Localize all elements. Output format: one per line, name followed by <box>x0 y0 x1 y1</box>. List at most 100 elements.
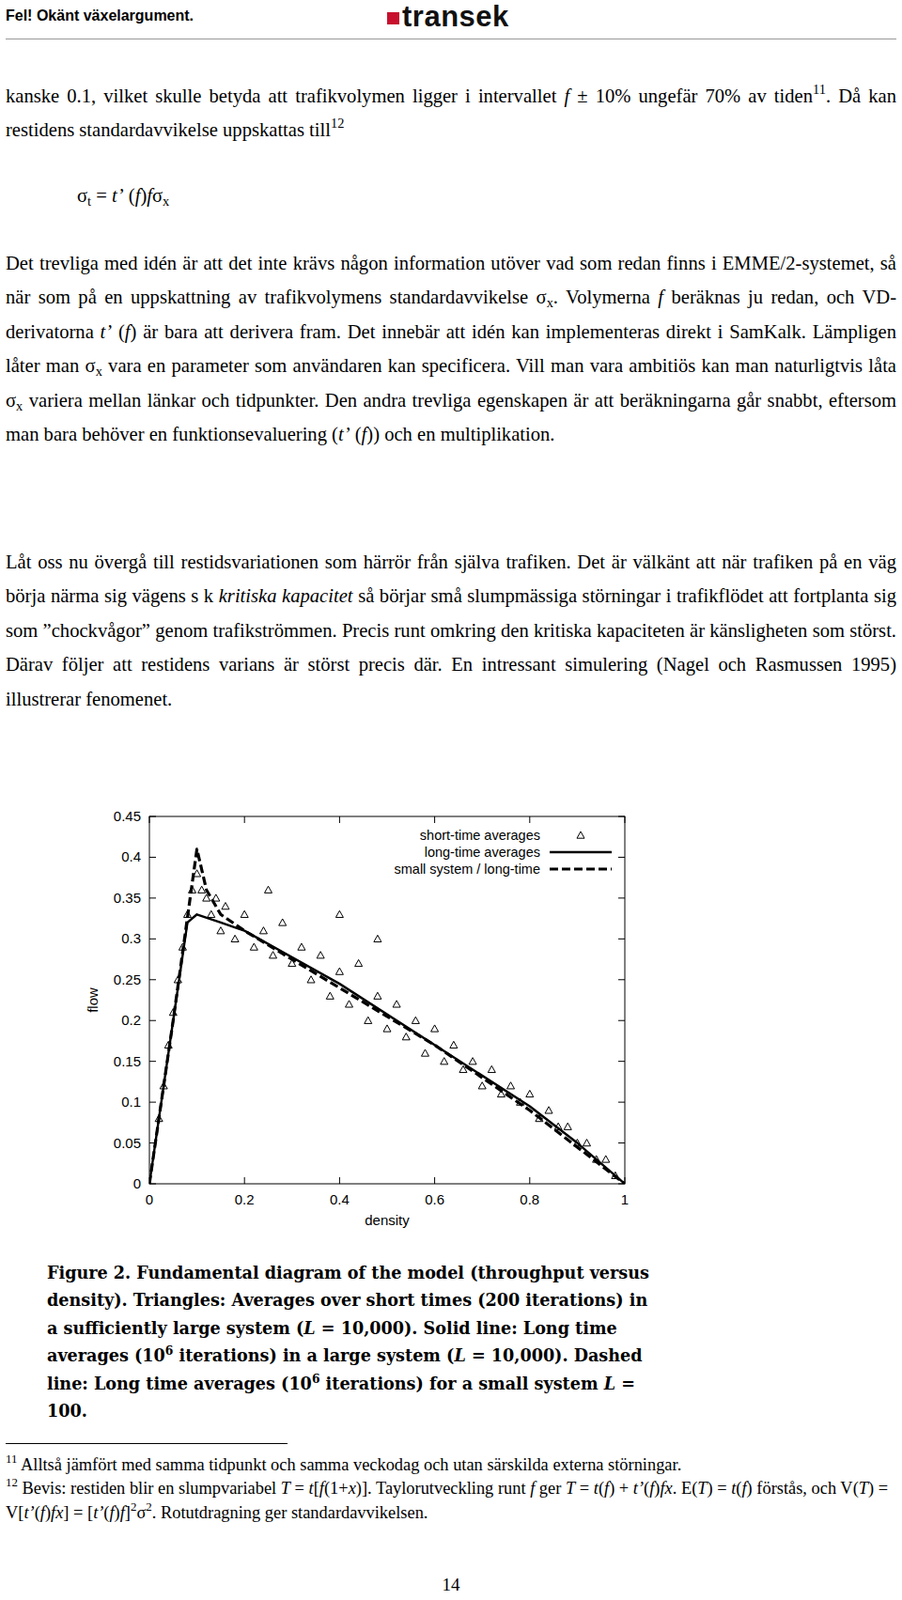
text-run: t’ <box>93 1503 104 1523</box>
text-run: f <box>649 1478 654 1498</box>
text-run: 6 <box>311 1370 321 1385</box>
data-point <box>355 959 363 966</box>
x-tick <box>339 816 341 824</box>
text-run: ) förstås, och V( <box>746 1478 859 1498</box>
text-run: f <box>361 423 368 445</box>
footnote-rule <box>5 1443 288 1445</box>
x-tick <box>624 816 626 824</box>
text-run: f <box>124 321 131 343</box>
text-run: t <box>87 193 92 209</box>
text-run: ) + <box>608 1478 634 1498</box>
text-run: L <box>604 1373 616 1394</box>
data-point <box>307 976 315 983</box>
text-run: f <box>146 185 153 206</box>
data-point <box>478 1082 486 1089</box>
text-run: )]. Taylorutveckling runt <box>356 1478 530 1498</box>
logo-square <box>387 12 400 25</box>
text-run: ( <box>735 1478 742 1498</box>
y-tick-label: 0.25 <box>113 971 141 988</box>
legend-label: short-time averages <box>419 827 541 843</box>
text-run: t’ <box>338 423 351 445</box>
text-run: σ <box>77 185 88 206</box>
text-run: f <box>40 1503 46 1523</box>
data-point <box>383 1025 391 1032</box>
y-axis-label: flow <box>84 987 101 1013</box>
text-run: T <box>858 1478 869 1498</box>
data-point <box>335 967 343 975</box>
text-run: 2 <box>145 1500 152 1514</box>
y-tick <box>618 856 625 858</box>
text-run: f <box>319 1478 325 1498</box>
y-tick-label: 0.15 <box>113 1053 141 1070</box>
y-tick <box>618 1102 625 1104</box>
plot-area <box>149 849 625 1184</box>
data-point <box>411 1016 420 1024</box>
x-tick-label: 0.4 <box>329 1191 350 1208</box>
text-run: f <box>120 1503 125 1523</box>
footnote: 11 Alltså jämfört med samma tidpunkt och… <box>5 1452 897 1478</box>
x-tick <box>339 1177 341 1184</box>
data-point <box>487 1065 496 1073</box>
formula: σt = t’ (f)fσx <box>77 178 902 213</box>
legend-marker <box>576 831 585 839</box>
data-point <box>364 1016 373 1024</box>
text-run: 11 <box>812 81 826 97</box>
text-run: . Rotutdragning ger standardavvikelsen. <box>152 1503 429 1523</box>
legend-line <box>549 867 612 871</box>
text-run: )) och en multiplikation. <box>366 423 555 445</box>
text-run: σ <box>136 1503 146 1523</box>
text-run: T <box>697 1478 707 1498</box>
text-run: t’ <box>23 1503 34 1523</box>
x-tick-label: 0.2 <box>234 1191 255 1208</box>
text-run: x <box>15 397 23 413</box>
text-run: x <box>95 363 103 379</box>
logo-text: transek <box>402 0 510 33</box>
data-point <box>373 934 382 942</box>
figure-caption: Figure 2. Fundamental diagram of the mod… <box>46 1259 658 1425</box>
text-run: kritiska kapacitet <box>218 585 354 607</box>
y-tick-label: 0.4 <box>121 848 141 865</box>
text-run: [ <box>313 1478 320 1498</box>
text-run: ) <box>114 1503 121 1523</box>
text-run: T <box>280 1478 291 1498</box>
x-tick-label: 1 <box>621 1191 629 1208</box>
text-run: ) <box>653 1478 660 1498</box>
data-point <box>544 1106 553 1114</box>
text-run: t <box>593 1478 599 1498</box>
data-point <box>326 992 334 999</box>
data-point <box>420 1049 429 1057</box>
legend-label: small system / long-time <box>393 861 541 877</box>
text-run: f <box>563 85 570 107</box>
text-run: x <box>162 193 170 209</box>
page-number: 14 <box>0 1574 902 1596</box>
x-tick-label: 0 <box>145 1191 154 1208</box>
text-run: L <box>453 1345 466 1366</box>
text-run: x <box>546 295 554 311</box>
data-point <box>207 910 216 918</box>
text-run: (1+ <box>324 1478 349 1498</box>
text-run: ) <box>139 185 147 206</box>
y-tick <box>149 938 156 940</box>
y-tick-label: 0.35 <box>113 889 141 906</box>
y-tick-label: 0.45 <box>113 808 141 825</box>
x-tick <box>244 816 246 824</box>
text-run: ( <box>103 1503 109 1523</box>
text-run: t <box>309 1478 314 1498</box>
data-point <box>507 1082 515 1089</box>
y-tick <box>618 1060 625 1062</box>
text-run: 11 <box>5 1452 17 1466</box>
text-run: f <box>604 1478 609 1498</box>
text-run: t’ <box>633 1478 644 1498</box>
data-point <box>431 1025 439 1032</box>
text-run: t’ <box>111 185 125 206</box>
y-tick-label: 0.1 <box>121 1093 141 1110</box>
y-tick-label: 0.2 <box>121 1011 141 1028</box>
y-tick <box>618 938 625 940</box>
text-run: Bevis: restiden blir en slumpvariabel <box>17 1478 281 1498</box>
legend-line <box>549 851 612 854</box>
y-tick <box>149 816 156 818</box>
text-run: f <box>741 1478 747 1498</box>
y-tick <box>149 1060 156 1062</box>
text-run: iterations) in a large system ( <box>172 1345 454 1366</box>
text-run: σ <box>152 185 163 206</box>
